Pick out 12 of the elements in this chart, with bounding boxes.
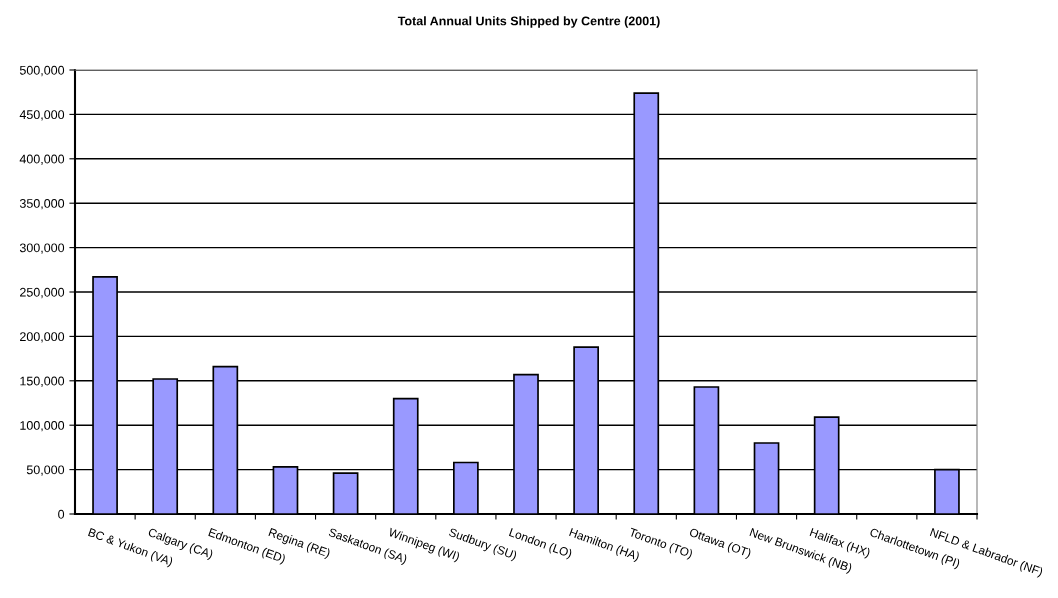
y-tick-label: 400,000 <box>19 154 65 165</box>
y-tick-label: 500,000 <box>19 65 65 77</box>
y-tick-label: 450,000 <box>19 110 65 121</box>
y-tick-label: 350,000 <box>19 199 65 210</box>
y-tick-label: 250,000 <box>20 287 65 299</box>
y-tick-label: 150,000 <box>20 376 65 387</box>
y-tick-label: 0 <box>58 509 65 519</box>
y-tick-label: 200,000 <box>20 332 65 343</box>
chart-title: Total Annual Units Shipped by Centre (2001) <box>397 16 660 28</box>
y-tick-label: 50,000 <box>26 465 65 476</box>
y-tick-label: 100,000 <box>20 421 65 432</box>
y-tick-label: 300,000 <box>19 243 65 254</box>
